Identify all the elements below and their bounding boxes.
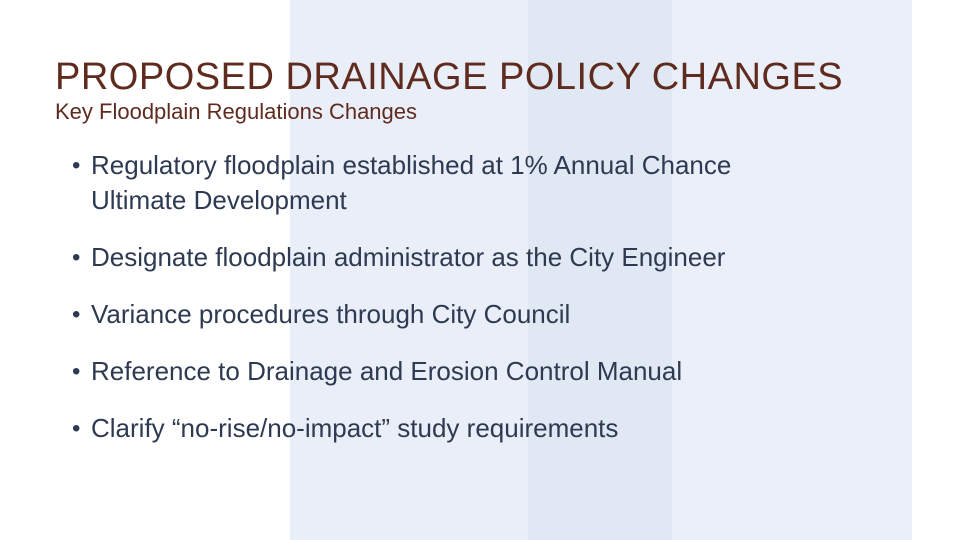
bullet-text: Variance procedures through City Council (91, 297, 570, 332)
bullet-dot-icon: • (72, 244, 81, 271)
bullet-text: Clarify “no-rise/no-impact” study requir… (91, 411, 618, 446)
bullet-text-line: Ultimate Development (91, 185, 347, 215)
bullet-item: • Designate floodplain administrator as … (72, 240, 832, 275)
bullet-dot-icon: • (72, 301, 81, 328)
bullet-text: Designate floodplain administrator as th… (91, 240, 725, 275)
background-band-middle (528, 0, 672, 540)
background-band-right (672, 0, 912, 540)
bullet-list: • Regulatory floodplain established at 1… (72, 148, 832, 468)
bullet-text-line: Reference to Drainage and Erosion Contro… (91, 356, 683, 386)
bullet-text: Regulatory floodplain established at 1% … (91, 148, 731, 218)
bullet-text-line: Designate floodplain administrator as th… (91, 242, 726, 272)
slide-title: PROPOSED DRAINAGE POLICY CHANGES (55, 56, 844, 99)
bullet-text-line: Regulatory floodplain established at 1% … (91, 150, 732, 180)
slide-subtitle: Key Floodplain Regulations Changes (55, 99, 418, 125)
bullet-item: • Regulatory floodplain established at 1… (72, 148, 832, 218)
bullet-dot-icon: • (72, 415, 81, 442)
bullet-dot-icon: • (72, 358, 81, 385)
bullet-text: Reference to Drainage and Erosion Contro… (91, 354, 682, 389)
bullet-item: • Reference to Drainage and Erosion Cont… (72, 354, 832, 389)
bullet-item: • Variance procedures through City Counc… (72, 297, 832, 332)
bullet-text-line: Variance procedures through City Council (91, 299, 571, 329)
background-band-left (290, 0, 528, 540)
bullet-item: • Clarify “no-rise/no-impact” study requ… (72, 411, 832, 446)
bullet-text-line: Clarify “no-rise/no-impact” study requir… (91, 413, 619, 443)
bullet-dot-icon: • (72, 152, 81, 179)
